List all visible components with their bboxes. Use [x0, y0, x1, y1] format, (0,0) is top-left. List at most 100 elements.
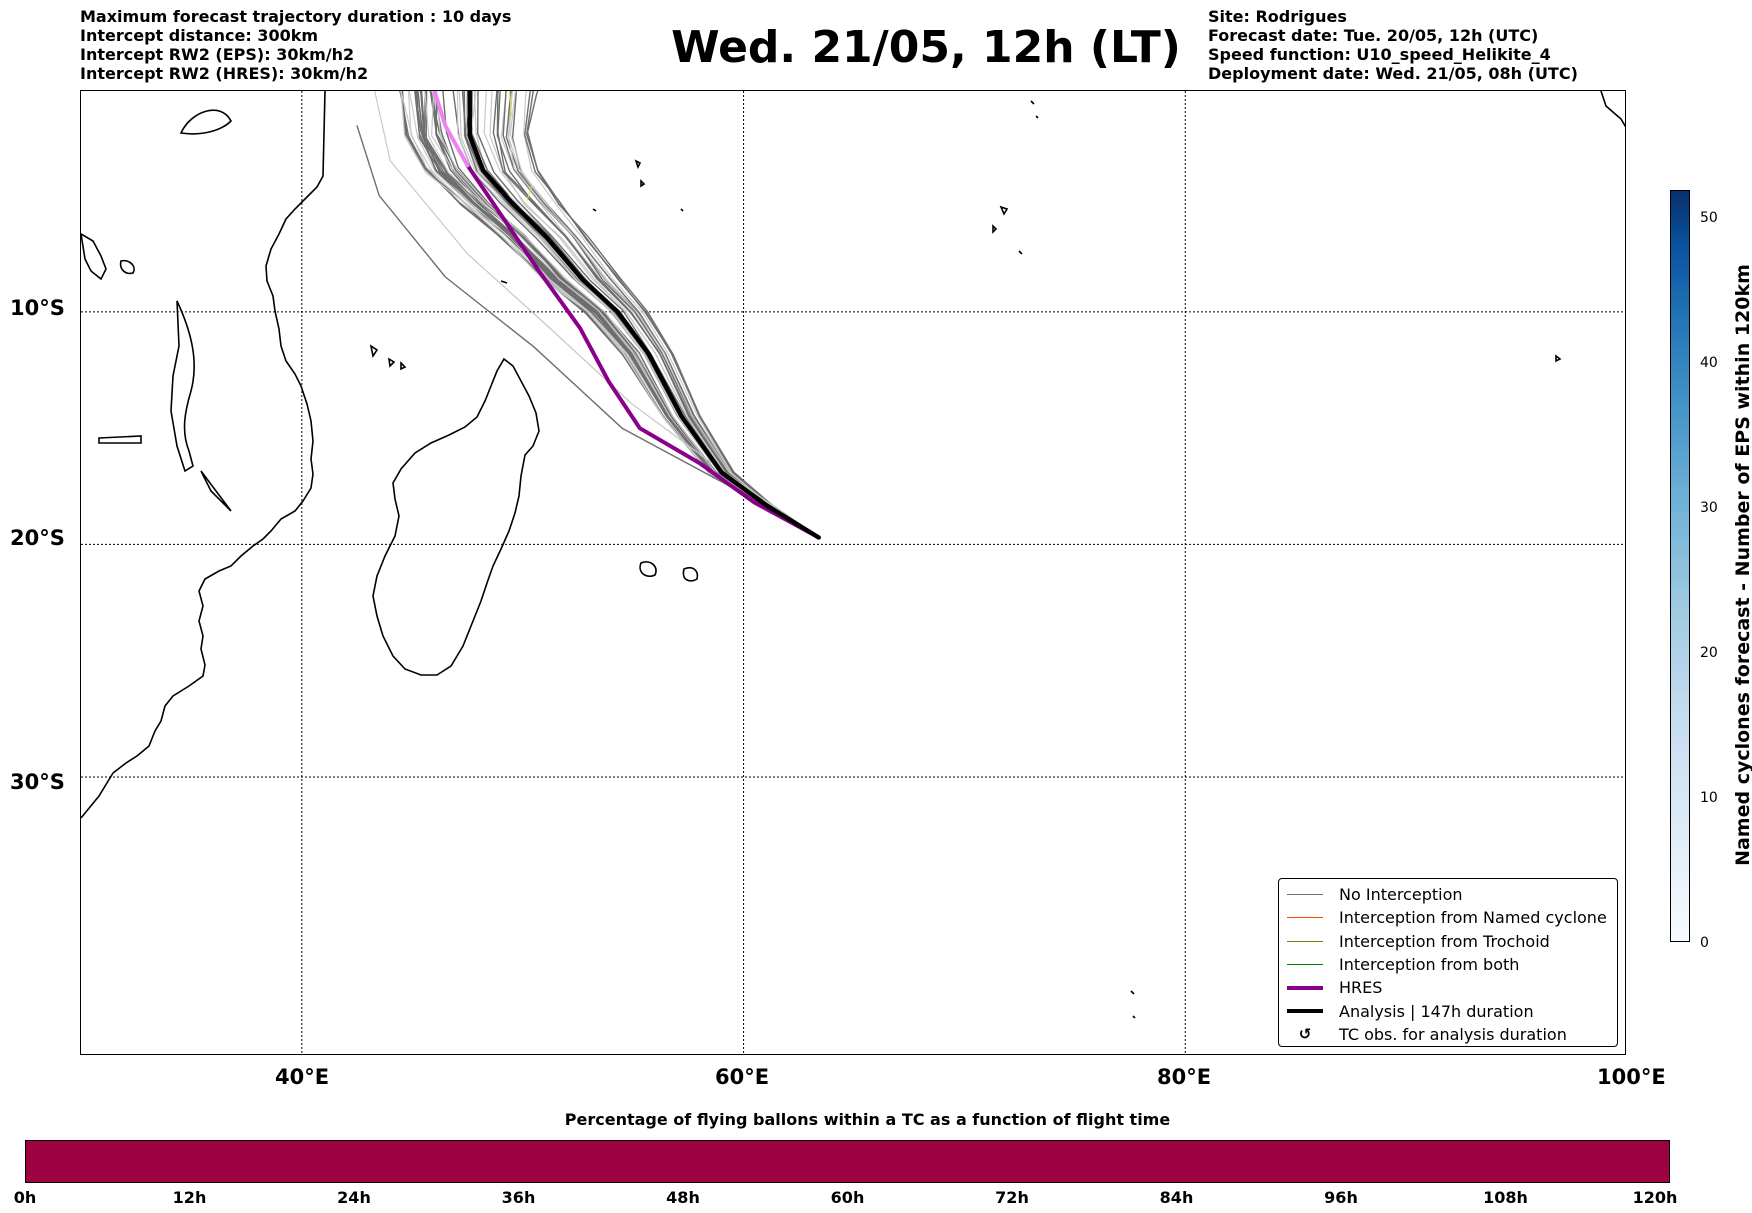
- eps-colorbar-label: Named cyclones forecast - Number of EPS …: [1732, 264, 1752, 866]
- header-line: Intercept distance: 300km: [80, 26, 319, 45]
- seychelles-coastline: [592, 159, 684, 212]
- legend-label: Analysis | 147h duration: [1339, 1001, 1534, 1021]
- flight-time-tick: 0h: [13, 1188, 37, 1207]
- flight-time-tick: 60h: [830, 1188, 865, 1207]
- header-line: Deployment date: Wed. 21/05, 08h (UTC): [1208, 64, 1578, 83]
- ensemble-trajectory: [465, 91, 820, 539]
- legend-item: ↺ TC obs. for analysis duration: [1287, 1023, 1609, 1046]
- lat-label: 20°S: [10, 526, 65, 550]
- ensemble-trajectory: [492, 91, 820, 539]
- legend-item: HRES: [1287, 976, 1609, 999]
- ensemble-trajectory: [511, 91, 820, 539]
- lat-label: 10°S: [10, 296, 65, 320]
- flight-time-tick: 12h: [172, 1188, 207, 1207]
- lon-label: 40°E: [275, 1065, 330, 1089]
- header-line: Intercept RW2 (EPS): 30km/h2: [80, 45, 355, 64]
- flight-time-colorbar-title: Percentage of flying ballons within a TC…: [564, 1110, 1171, 1129]
- ensemble-trajectory: [489, 91, 820, 539]
- header-line: Speed function: U10_speed_Helikite_4: [1208, 45, 1551, 64]
- legend-label: Interception from both: [1339, 955, 1520, 975]
- flight-time-tick: 72h: [995, 1188, 1029, 1207]
- tc-obs-icon: ↺: [1298, 1025, 1312, 1044]
- legend-label: No Interception: [1339, 885, 1463, 905]
- lon-label: 60°E: [715, 1065, 770, 1089]
- lake-coastline: [170, 300, 195, 473]
- hres-trajectory: [465, 163, 821, 540]
- legend-swatch: [1287, 1009, 1323, 1014]
- cocos-islands-coastline: [1555, 354, 1562, 363]
- legend-label: TC obs. for analysis duration: [1339, 1024, 1567, 1044]
- amsterdam-island-coastline: [1130, 990, 1136, 1019]
- legend-label: HRES: [1339, 978, 1383, 998]
- lake-coastline: [119, 259, 135, 275]
- hres-trajectory-late: [432, 91, 470, 168]
- legend: No Interception Interception from Named …: [1278, 878, 1618, 1047]
- header-line: Site: Rodrigues: [1208, 7, 1347, 26]
- ensemble-trajectory: [496, 91, 820, 539]
- trochoid-trajectory: [526, 185, 532, 201]
- lake-coastline: [179, 109, 232, 135]
- sumatra-coastline: [1600, 91, 1625, 128]
- flight-time-tick: 84h: [1159, 1188, 1194, 1207]
- eps-colorbar: [1670, 190, 1690, 942]
- analysis-trajectory: [467, 91, 821, 540]
- africa-coastline: [81, 91, 326, 819]
- maldives-coastline: [1030, 100, 1039, 119]
- colorbar-tick: 20: [1700, 645, 1718, 661]
- colorbar-tick: 40: [1700, 355, 1718, 371]
- legend-item: Interception from Named cyclone: [1287, 906, 1609, 929]
- chagos-coastline: [992, 205, 1023, 255]
- legend-swatch: [1287, 985, 1323, 990]
- lat-label: 30°S: [10, 770, 65, 794]
- flight-time-tick: 120h: [1632, 1188, 1678, 1207]
- legend-item: Analysis | 147h duration: [1287, 999, 1609, 1022]
- legend-swatch: [1287, 894, 1323, 896]
- mauritius-coastline: [682, 566, 699, 582]
- map-canvas[interactable]: [81, 91, 1626, 1055]
- colorbar-tick: 30: [1700, 500, 1718, 516]
- ensemble-trajectory: [466, 91, 820, 539]
- reunion-coastline: [639, 561, 657, 578]
- flight-time-tick: 96h: [1324, 1188, 1358, 1207]
- header-info-right: Site: Rodrigues Forecast date: Tue. 20/0…: [1208, 7, 1578, 83]
- colorbar-tick: 50: [1700, 210, 1718, 226]
- ensemble-trajectory: [505, 91, 820, 539]
- ensemble-trajectory: [433, 91, 820, 539]
- ensemble-trajectory: [356, 125, 820, 539]
- trajectories: [356, 91, 821, 540]
- legend-swatch: [1287, 964, 1323, 966]
- colorbar-tick: 0: [1700, 935, 1709, 951]
- ensemble-trajectory: [500, 91, 820, 539]
- ensemble-trajectory: [471, 91, 820, 539]
- legend-item: No Interception: [1287, 883, 1609, 906]
- map-title: Wed. 21/05, 12h (LT): [671, 22, 1181, 73]
- ensemble-trajectory: [526, 91, 820, 539]
- ensemble-trajectory: [497, 91, 820, 539]
- legend-item: Interception from Trochoid: [1287, 930, 1609, 953]
- lake-coastline: [98, 435, 142, 444]
- lon-label: 100°E: [1597, 1065, 1666, 1089]
- ensemble-trajectory: [509, 91, 820, 539]
- ensemble-trajectory: [452, 91, 820, 539]
- comoros-coastline: [369, 344, 407, 371]
- ensemble-trajectory: [407, 91, 820, 539]
- header-info-left: Maximum forecast trajectory duration : 1…: [80, 7, 511, 83]
- header-line: Maximum forecast trajectory duration : 1…: [80, 7, 512, 26]
- legend-label: Interception from Named cyclone: [1339, 908, 1607, 928]
- lake-coastline: [200, 470, 232, 512]
- trochoid-trajectory: [509, 91, 513, 118]
- flight-time-colorbar: [25, 1140, 1670, 1183]
- ensemble-trajectory: [502, 91, 820, 539]
- ensemble-trajectory: [524, 91, 820, 539]
- ensemble-trajectory: [507, 91, 820, 539]
- lon-label: 80°E: [1157, 1065, 1212, 1089]
- ensemble-trajectory: [465, 91, 820, 539]
- colorbar-tick: 10: [1700, 790, 1718, 806]
- header-line: Intercept RW2 (HRES): 30km/h2: [80, 64, 369, 83]
- legend-label: Interception from Trochoid: [1339, 931, 1550, 951]
- legend-swatch: [1287, 917, 1323, 919]
- coastlines: [81, 91, 1625, 1019]
- flight-time-tick: 36h: [501, 1188, 536, 1207]
- header-line: Forecast date: Tue. 20/05, 12h (UTC): [1208, 26, 1539, 45]
- legend-swatch: [1287, 940, 1323, 942]
